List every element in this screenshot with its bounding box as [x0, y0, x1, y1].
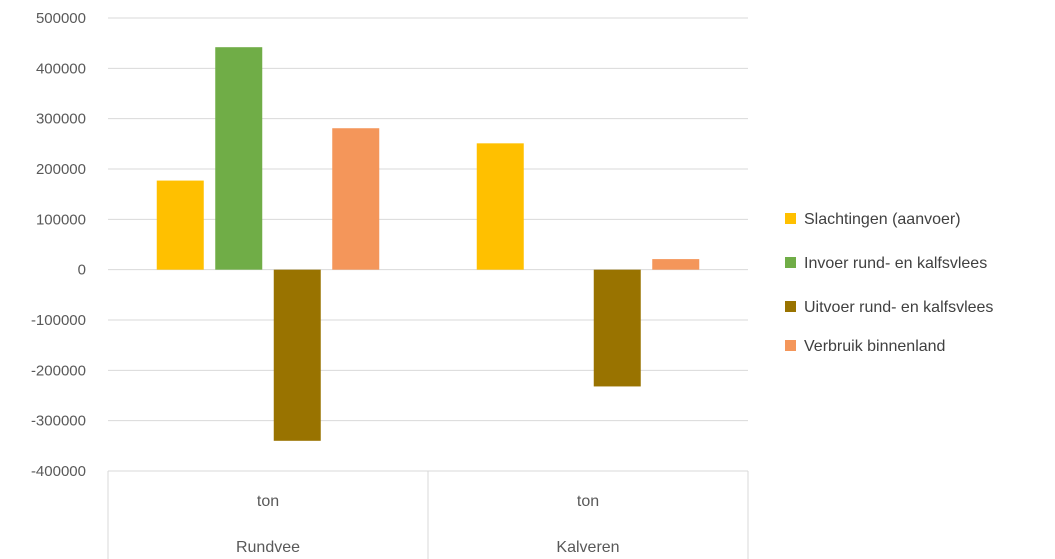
category-axis: ton Rundvee ton Kalveren	[107, 470, 749, 559]
category-label: Rundvee	[236, 539, 300, 556]
y-tick-label: -300000	[31, 413, 86, 430]
y-axis-tick-labels: 500000 400000 300000 200000 100000 0 -100000 -2…	[31, 10, 86, 480]
legend-swatch	[785, 257, 796, 268]
y-tick-label: 100000	[36, 211, 86, 228]
legend-swatch	[785, 213, 796, 224]
bar-kalveren-0	[476, 143, 524, 270]
unit-label: ton	[577, 493, 599, 510]
category-label: Kalveren	[556, 539, 619, 556]
legend-label: Invoer rund- en kalfsvlees	[804, 255, 987, 272]
gridlines	[108, 17, 748, 472]
y-tick-label: 300000	[36, 111, 86, 128]
bar-kalveren-2	[593, 269, 641, 387]
legend-label: Slachtingen (aanvoer)	[804, 211, 961, 228]
y-tick-label: -100000	[31, 312, 86, 329]
legend-label: Uitvoer rund- en kalfsvlees	[804, 299, 993, 316]
y-tick-label: -200000	[31, 362, 86, 379]
y-tick-label: 400000	[36, 60, 86, 77]
bar-kalveren-3	[652, 259, 700, 270]
bar-rundvee-2	[273, 269, 321, 441]
bar-rundvee-1	[215, 47, 263, 270]
legend: Slachtingen (aanvoer) Invoer rund- en kal…	[785, 211, 993, 355]
legend-swatch	[785, 301, 796, 312]
legend-swatch	[785, 340, 796, 351]
bar-rundvee-3	[332, 128, 380, 270]
legend-label: Verbruik binnenland	[804, 338, 945, 355]
y-tick-label: -400000	[31, 463, 86, 480]
y-tick-label: 500000	[36, 10, 86, 27]
bar-rundvee-0	[156, 180, 204, 270]
unit-label: ton	[257, 493, 279, 510]
bars	[156, 47, 700, 441]
y-tick-label: 200000	[36, 161, 86, 178]
y-tick-label: 0	[78, 262, 86, 279]
